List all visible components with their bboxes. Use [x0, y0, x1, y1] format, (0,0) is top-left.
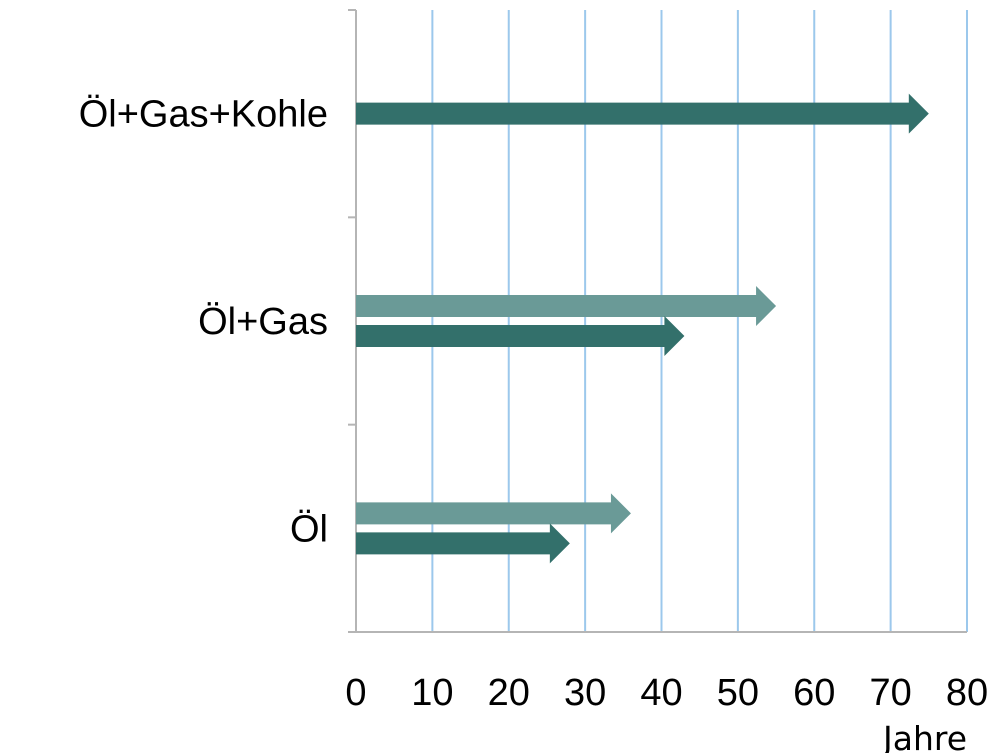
x-tick-label-40: 40: [640, 672, 682, 714]
x-tick-label-60: 60: [793, 672, 835, 714]
labels: 0 10 20 30 40 50 60 70 80 Jahre Öl+Gas+Kohle Öl+Gas…: [79, 94, 988, 753]
x-tick-label-70: 70: [869, 672, 911, 714]
category-label: Öl+Gas+Kohle: [79, 94, 328, 136]
bar-arrow: [356, 286, 777, 326]
bar-arrow: [356, 316, 685, 356]
category-label: Öl+Gas: [198, 301, 328, 343]
x-tick-label-30: 30: [564, 672, 606, 714]
x-tick-label-0: 0: [345, 672, 366, 714]
x-axis-label: Jahre: [881, 719, 967, 753]
x-tick-label-20: 20: [488, 672, 530, 714]
x-tick-label-80: 80: [946, 672, 988, 714]
bars: [356, 93, 929, 564]
x-tick-label-10: 10: [411, 672, 453, 714]
bar-arrow: [356, 93, 929, 134]
bar-arrow: [356, 523, 570, 564]
bar-arrow: [356, 493, 631, 534]
category-label: Öl: [290, 508, 328, 550]
x-tick-label-50: 50: [717, 672, 759, 714]
